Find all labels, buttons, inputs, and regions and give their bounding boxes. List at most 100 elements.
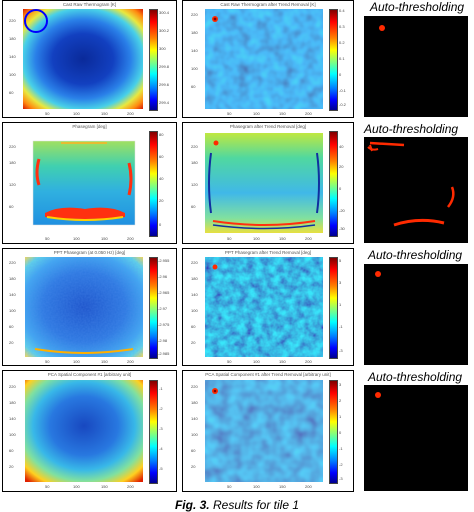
row2-left-title: Phasegram [deg] (72, 124, 107, 129)
row4-mid-ytick: 220 (191, 384, 198, 389)
row3-mid-colorbar (329, 257, 338, 359)
row1-threshold-image (364, 16, 468, 117)
row4-left-ctick: -1 (159, 386, 163, 391)
row4-mid-ytick: 60 (191, 448, 196, 453)
row2-threshold-image (364, 137, 468, 243)
row3-right-title: Auto-thresholding (368, 248, 463, 262)
row4-left-ytick: 220 (9, 384, 16, 389)
figure-caption: Fig. 3. Results for tile 1 (0, 498, 474, 512)
row2-left-panel: Phasegram [deg] 220 180 120 60 50 100 15… (2, 122, 177, 244)
row1-left-colorbar (149, 9, 158, 111)
row1-left-ctick: 299.8 (159, 64, 170, 69)
row2-right-title: Auto-thresholding (364, 122, 459, 136)
row1-mid-ytick: 220 (191, 12, 198, 17)
row3-left-ytick: 20 (9, 340, 14, 345)
row3-left-heatmap (25, 257, 143, 357)
row3-mid-ytick: 60 (191, 324, 196, 329)
row2-left-xtick: 100 (73, 236, 80, 241)
row2-mid-ctick: 0 (339, 186, 342, 191)
row4-mid-ytick: 180 (191, 400, 198, 405)
row4-left-heatmap (25, 380, 143, 482)
row4-left-xtick: 100 (73, 484, 80, 489)
defect-blob (375, 392, 381, 398)
row4-mid-ytick: 140 (191, 416, 198, 421)
row1-left-ctick: 300.2 (159, 28, 170, 33)
row4-mid-xtick: 150 (279, 484, 286, 489)
row2-mid-ytick: 220 (191, 144, 198, 149)
row2-left-ctick: 20 (159, 198, 164, 203)
row1-left-ytick: 220 (9, 18, 16, 23)
row1-mid-ctick: -0.2 (339, 102, 346, 107)
row3-left-ytick: 140 (9, 292, 16, 297)
row1-left-xtick: 200 (127, 111, 134, 116)
row4-mid-ctick: -3 (339, 476, 343, 481)
row3-left-xtick: 150 (101, 359, 108, 364)
row3-left-panel: PPT Phasegram (at 0.050 Hz) [deg] (2, 248, 177, 366)
row4-left-ctick: -4 (159, 446, 163, 451)
row4-mid-ctick: 0 (339, 430, 342, 435)
row2-mid-xtick: 200 (305, 236, 312, 241)
row1-mid-panel: Cast Raw Thermogram after Trend Removal … (182, 0, 354, 118)
row2-mid-ctick: 20 (339, 164, 344, 169)
row2-left-ytick: 180 (9, 160, 16, 165)
row4-left-xtick: 50 (45, 484, 50, 489)
row1-mid-xtick: 50 (227, 111, 232, 116)
caption-text: Results for tile 1 (212, 498, 300, 512)
row4-left-xtick: 200 (127, 484, 134, 489)
row2-left-ytick: 220 (9, 144, 16, 149)
row3-left-title: PPT Phasegram (at 0.050 Hz) [deg] (53, 250, 126, 255)
row1-mid-xtick: 200 (305, 111, 312, 116)
row4-left-ctick: -3 (159, 426, 163, 431)
row3-right-panel: Auto-thresholding (360, 248, 472, 366)
row3-left-ctick: -2.955 (158, 258, 170, 263)
row3-left-xtick: 100 (73, 359, 80, 364)
row1-mid-ctick: -0.1 (339, 88, 346, 93)
row4-right-title: Auto-thresholding (368, 370, 463, 384)
defect-blob (379, 25, 385, 31)
row2-mid-ctick: -30 (339, 226, 345, 231)
row1-left-ctick: 300.4 (159, 10, 170, 15)
row3-mid-ctick: -1 (339, 324, 343, 329)
row4-mid-ytick: 20 (191, 464, 196, 469)
row2-left-heatmap (25, 133, 143, 233)
row3-left-colorbar (149, 257, 158, 359)
row4-mid-ytick: 100 (191, 432, 198, 437)
row2-left-ytick: 120 (9, 182, 16, 187)
row3-left-ytick: 220 (9, 260, 16, 265)
row1-left-ctick: 299.6 (159, 82, 170, 87)
row4-mid-title: PCA Spatial Component #1 after Trend Rem… (205, 372, 331, 377)
row4-left-ytick: 20 (9, 464, 14, 469)
row3-mid-xtick: 50 (227, 359, 232, 364)
row3-mid-xtick: 150 (279, 359, 286, 364)
row3-left-ytick: 100 (9, 308, 16, 313)
row3-mid-panel: PPT Phasegram after Trend Removal [deg] … (182, 248, 354, 366)
row1-mid-ctick: 0.1 (339, 56, 345, 61)
caption-label: Fig. 3. (174, 498, 210, 512)
row2-left-ctick: 0 (159, 222, 162, 227)
row3-left-ctick: -2.985 (158, 351, 170, 356)
row3-mid-xtick: 200 (305, 359, 312, 364)
row3-mid-ctick: 5 (339, 258, 342, 263)
row4-left-ctick: -5 (159, 466, 163, 471)
row4-left-ytick: 100 (9, 432, 16, 437)
row4-left-panel: PCA Spatial Component #1 [arbitrary unit… (2, 370, 177, 492)
row4-mid-xtick: 50 (227, 484, 232, 489)
row1-left-xtick: 50 (45, 111, 50, 116)
row3-left-ctick: -2.96 (158, 274, 168, 279)
row3-mid-ctick: 1 (339, 302, 342, 307)
row1-left-ctick: 299.4 (159, 100, 170, 105)
row3-left-ctick: -2.97 (158, 306, 168, 311)
row1-left-title: Cast Raw Thermogram [K] (62, 2, 117, 7)
row3-mid-ctick: 3 (339, 280, 342, 285)
row2-mid-ytick: 120 (191, 182, 198, 187)
row4-mid-ctick: 3 (339, 382, 342, 387)
row4-mid-xtick: 200 (305, 484, 312, 489)
row4-left-ctick: -2 (159, 406, 163, 411)
row1-mid-ytick: 60 (191, 84, 196, 89)
row4-right-panel: Auto-thresholding (360, 370, 472, 492)
row2-mid-ytick: 180 (191, 160, 198, 165)
row3-left-xtick: 200 (127, 359, 134, 364)
row2-left-ctick: 60 (159, 154, 164, 159)
row1-mid-colorbar (329, 9, 338, 111)
row3-left-ytick: 180 (9, 276, 16, 281)
